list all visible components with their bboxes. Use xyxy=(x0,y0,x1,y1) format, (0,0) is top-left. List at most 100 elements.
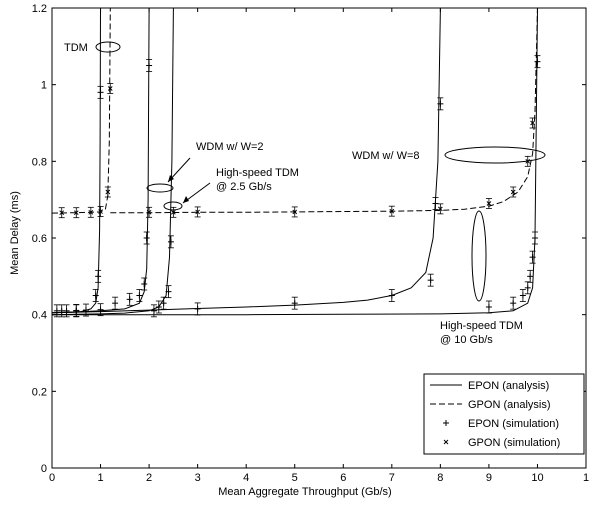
annotation-tdm: TDM xyxy=(64,42,88,54)
legend-entry: GPON (simulation) xyxy=(443,437,560,449)
data-point-plus xyxy=(427,273,434,287)
annotation-ellipse-hs10 xyxy=(471,210,487,302)
data-point-plus xyxy=(519,289,526,302)
x-tick-label: 1 xyxy=(97,472,103,484)
annotation-ellipse-hs25 xyxy=(163,201,183,211)
data-point-plus xyxy=(146,59,153,72)
markers-layer xyxy=(53,55,541,318)
data-point-plus xyxy=(291,296,298,310)
data-point-plus xyxy=(485,300,492,314)
x-tick-label: 0 xyxy=(49,472,55,484)
x-tick-label: 10 xyxy=(531,472,543,484)
data-point-plus xyxy=(155,300,162,314)
data-point-plus xyxy=(167,235,174,249)
y-tick-label: 0.6 xyxy=(32,233,47,245)
y-tick-label: 1 xyxy=(41,80,47,92)
annotation-hs10: High-speed TDM xyxy=(440,320,523,332)
data-point-plus xyxy=(95,269,102,283)
x-tick-label: 5 xyxy=(292,472,298,484)
data-point-plus xyxy=(141,277,148,291)
y-tick-label: 0.4 xyxy=(32,310,47,322)
data-point-plus xyxy=(92,289,99,302)
data-point-plus xyxy=(388,289,395,302)
x-tick-label: 8 xyxy=(437,472,443,484)
x-tick-label: 3 xyxy=(195,472,201,484)
y-tick-label: 0.8 xyxy=(32,156,47,168)
annotation-hs10-rate: @ 10 Gb/s xyxy=(440,334,493,346)
legend-swatch-x-b xyxy=(443,439,449,445)
annotation-ellipse-wdm2 xyxy=(146,183,174,193)
y-axis-title: Mean Delay (ms) xyxy=(9,191,21,275)
data-point-plus xyxy=(165,285,172,299)
annotation-ellipse-tdm xyxy=(95,41,121,53)
data-point-plus xyxy=(136,289,143,302)
legend-box xyxy=(423,373,585,455)
legend-entry: GPON (analysis) xyxy=(430,399,551,411)
data-point-x xyxy=(485,198,492,209)
data-point-x xyxy=(510,186,517,198)
data-point-plus xyxy=(532,231,539,245)
data-point-plus xyxy=(524,281,531,295)
annotation-wdm2: WDM w/ W=2 xyxy=(196,141,264,153)
data-point-plus xyxy=(97,303,104,317)
data-point-x xyxy=(194,206,201,218)
data-point-x xyxy=(104,186,111,198)
data-point-plus xyxy=(510,296,517,310)
x-tick-label: 1 xyxy=(583,472,589,484)
data-point-plus xyxy=(97,85,104,99)
series-line-6 xyxy=(110,8,538,214)
annotations-layer: TDM WDM w/ W=2 High-speed TDM @ 2.5 Gb/s WDM… xyxy=(64,41,546,346)
legend-entry: EPON (simulation) xyxy=(443,418,559,430)
legend: EPON (analysis) GPON (analysis) EPON (simu… xyxy=(423,373,585,455)
annotation-hs25: High-speed TDM xyxy=(216,167,299,179)
data-point-plus xyxy=(527,269,534,283)
data-point-x xyxy=(291,206,298,218)
data-point-x xyxy=(388,205,395,217)
legend-entry: EPON (analysis) xyxy=(430,380,549,392)
data-point-x xyxy=(87,206,94,218)
x-tick-label: 9 xyxy=(486,472,492,484)
data-point-x xyxy=(97,206,104,217)
data-point-plus xyxy=(534,55,541,69)
legend-label: EPON (simulation) xyxy=(468,418,559,430)
data-point-plus xyxy=(58,304,65,318)
data-point-plus xyxy=(160,296,167,310)
data-point-plus xyxy=(82,303,89,317)
y-tick-label: 0 xyxy=(41,463,47,475)
data-point-x xyxy=(73,207,80,219)
data-point-plus xyxy=(150,304,157,318)
legend-label: GPON (simulation) xyxy=(468,437,560,449)
x-axis-title: Mean Aggregate Throughput (Gb/s) xyxy=(218,486,391,498)
data-point-plus xyxy=(529,250,536,264)
y-tick-label: 0.2 xyxy=(32,386,47,398)
annotation-arrowhead-wdm2 xyxy=(168,175,174,182)
data-point-x xyxy=(170,206,177,218)
data-point-x xyxy=(107,83,114,94)
series-line-5 xyxy=(52,8,111,214)
data-point-plus xyxy=(143,231,150,245)
data-point-plus xyxy=(432,197,439,210)
annotation-arrowhead-hs25 xyxy=(183,196,189,203)
annotation-wdm8: WDM w/ W=8 xyxy=(352,150,420,162)
y-tick-label: 1.2 xyxy=(32,3,47,15)
x-tick-label: 6 xyxy=(340,472,346,484)
data-point-plus xyxy=(194,302,201,316)
legend-label: EPON (analysis) xyxy=(468,380,549,392)
annotation-ellipse-wdm8 xyxy=(444,146,546,164)
data-point-plus xyxy=(73,304,80,317)
data-point-plus xyxy=(437,97,444,111)
series-line-3 xyxy=(52,8,441,314)
x-tick-label: 2 xyxy=(146,472,152,484)
x-tick-label: 7 xyxy=(389,472,395,484)
data-point-x xyxy=(146,206,153,218)
data-point-x xyxy=(58,207,65,219)
legend-label: GPON (analysis) xyxy=(468,399,551,411)
data-point-x xyxy=(437,203,444,215)
data-point-x xyxy=(529,117,536,129)
annotation-hs25-rate: @ 2.5 Gb/s xyxy=(216,181,272,193)
data-point-plus xyxy=(112,296,119,310)
data-point-plus xyxy=(126,292,133,306)
x-tick-label: 4 xyxy=(243,472,249,484)
